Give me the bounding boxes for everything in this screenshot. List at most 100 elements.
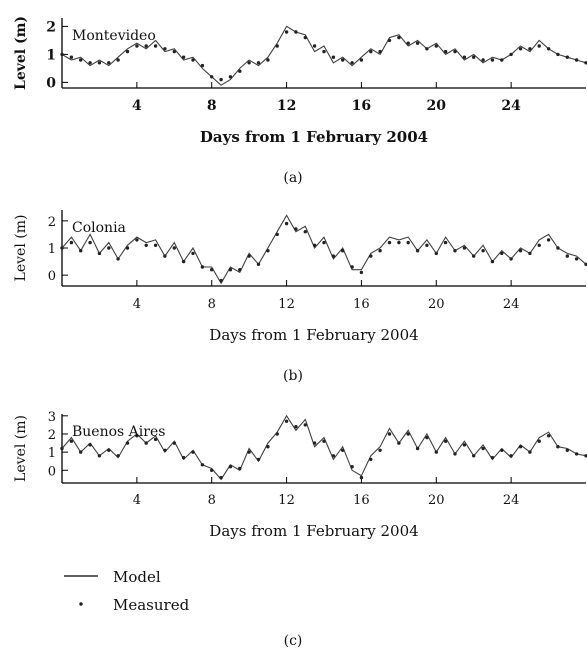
x-tick-label: 16: [353, 297, 370, 312]
measured-point: [172, 246, 176, 250]
measured-point: [462, 246, 467, 250]
y-tick-label: 3: [48, 410, 56, 425]
measured-point: [341, 58, 345, 62]
measured-point: [135, 434, 139, 438]
measured-point: [97, 454, 102, 458]
x-tick-label: 4: [133, 297, 141, 312]
y-tick-label: 1: [48, 242, 56, 257]
y-axis-label: Level (m): [13, 16, 29, 90]
measured-point: [116, 257, 120, 261]
measured-point: [574, 452, 579, 456]
measured-point: [284, 221, 289, 226]
measured-point: [60, 52, 64, 57]
measured-point: [443, 439, 448, 443]
measured-point: [312, 44, 317, 48]
measured-point: [518, 47, 523, 51]
measured-point: [425, 47, 429, 51]
x-tick-label: 24: [503, 297, 520, 312]
x-tick-label: 16: [352, 98, 371, 114]
y-tick-label: 1: [46, 47, 56, 63]
measured-point: [537, 243, 541, 247]
measured-point: [181, 55, 186, 59]
measured-point: [238, 466, 242, 471]
measured-point: [331, 55, 336, 59]
measured-point: [294, 227, 298, 231]
measured-point: [415, 249, 420, 253]
measured-point: [125, 49, 130, 54]
legend-measured-label: Measured: [113, 596, 190, 614]
measured-point: [97, 61, 102, 65]
x-tick-label: 20: [427, 98, 447, 114]
measured-point: [509, 52, 513, 57]
measured-point: [303, 35, 307, 40]
measured-point: [228, 75, 233, 79]
measured-point: [574, 257, 579, 261]
measured-point: [415, 446, 420, 451]
measured-point: [163, 448, 167, 452]
measured-point: [350, 61, 354, 65]
measured-point: [462, 443, 467, 447]
x-tick-label: 4: [133, 493, 141, 508]
measured-point: [565, 55, 569, 59]
measured-point: [107, 61, 111, 65]
measured-point: [303, 423, 307, 427]
y-tick-label: 0: [48, 464, 56, 479]
measured-point: [481, 58, 485, 62]
measured-point: [228, 268, 233, 272]
measured-point: [443, 240, 448, 245]
measured-point: [369, 457, 373, 462]
measured-point: [369, 254, 373, 258]
y-tick-label: 2: [46, 19, 56, 35]
measured-point: [312, 243, 317, 247]
measured-point: [434, 251, 438, 256]
measured-point: [144, 441, 148, 445]
measured-point: [88, 61, 92, 65]
measured-point: [153, 437, 158, 442]
measured-point: [472, 254, 476, 258]
measured-point: [500, 58, 504, 62]
measured-point: [472, 55, 476, 59]
measured-point: [509, 454, 513, 458]
measured-point: [191, 251, 195, 256]
measured-point: [116, 454, 120, 458]
measured-point: [275, 232, 279, 237]
y-axis-label: Level (m): [13, 215, 29, 282]
measured-point: [453, 49, 457, 54]
measured-point: [406, 240, 410, 245]
measured-point: [322, 439, 326, 443]
legend-model-label: Model: [113, 568, 161, 586]
panel-caption: (b): [283, 368, 303, 384]
measured-point: [294, 425, 298, 429]
measured-point: [556, 246, 560, 250]
measured-point: [294, 30, 298, 34]
measured-point: [312, 441, 317, 445]
measured-point: [322, 240, 326, 245]
x-tick-label: 20: [428, 493, 445, 508]
measured-point: [88, 443, 92, 447]
measured-point: [256, 457, 261, 462]
measured-point: [210, 468, 214, 472]
measured-point: [219, 278, 223, 283]
measured-point: [125, 441, 130, 445]
measured-point: [107, 246, 111, 250]
measured-point: [228, 465, 233, 469]
measured-point: [210, 75, 214, 79]
measured-point: [275, 44, 279, 48]
measured-point: [546, 434, 551, 438]
measured-point: [359, 475, 364, 480]
measured-point: [200, 265, 205, 269]
measured-point: [415, 41, 420, 45]
measured-point: [341, 448, 345, 452]
measured-point: [537, 44, 541, 48]
measured-point: [322, 49, 326, 54]
measured-point: [406, 41, 410, 45]
model-series-line: [61, 414, 587, 481]
x-tick-label: 8: [208, 297, 216, 312]
measured-point: [210, 268, 214, 272]
model-series-line: [61, 25, 587, 86]
y-axis-label: Level (m): [13, 415, 29, 482]
x-tick-label: 12: [278, 297, 295, 312]
